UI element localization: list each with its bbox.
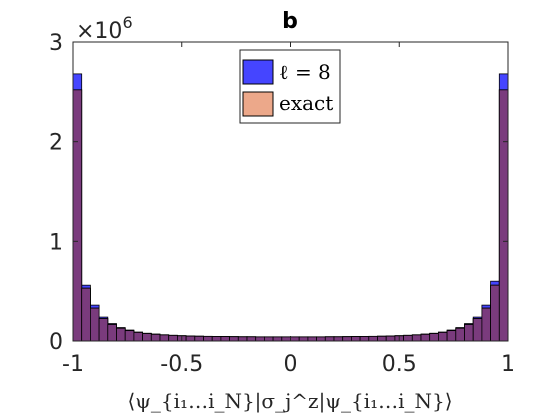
bar-overlap [150,333,161,342]
bar-overlap [255,336,265,342]
bar-overlap [333,336,344,342]
bar-overlap [464,324,474,342]
legend-label-exact: exact [279,91,333,115]
bar-overlap [124,330,135,342]
bar-overlap [498,89,509,342]
bar-overlap [342,336,352,342]
bar-overlap [403,335,413,342]
y-tick-label: 3 [49,31,63,56]
bar-overlap [307,336,317,342]
bar-overlap [316,336,326,342]
chart-title: b [282,9,298,34]
bar-overlap [194,335,204,342]
bar-overlap [481,307,491,342]
bar-overlap [368,336,378,342]
bar-overlap [220,336,230,342]
bar-overlap [142,333,152,342]
x-tick-label: -0.5 [160,352,203,377]
bar-overlap [385,335,396,342]
y-multiplier-base: ×10 [76,19,122,44]
bar-overlap [290,336,300,342]
bar-overlap [350,336,361,342]
bar-overlap [237,336,248,342]
bar-overlap [168,335,178,342]
bar-overlap [455,327,465,342]
bar-overlap [211,336,222,342]
bar-overlap [437,332,448,342]
bar-overlap [411,334,422,342]
legend: ℓ = 8 exact [239,49,341,124]
bar-overlap [116,327,126,342]
bar-overlap [377,335,387,342]
bar-overlap [185,335,196,342]
y-multiplier-exponent: 6 [122,13,132,32]
bar-overlap [490,284,500,342]
bar-overlap [324,336,335,342]
bar-overlap [446,330,457,342]
legend-swatch-ell8 [242,59,274,85]
x-tick-label: 1 [501,352,515,377]
legend-swatch-exact [242,91,274,117]
x-tick-label: 0 [284,352,298,377]
bar-overlap [246,336,257,342]
bar-overlap [420,333,431,342]
x-axis-label: ⟨ψ_{i₁…i_N}|σ_j^z|ψ_{i₁…i_N}⟩ [127,389,452,414]
bar-overlap [133,332,143,342]
bar-overlap [90,307,100,342]
y-tick-label: 2 [49,131,63,156]
bar-overlap [203,336,213,342]
y-tick-label: 0 [49,330,63,355]
bar-overlap [263,336,274,342]
x-tick-label: -1 [62,352,84,377]
bar-overlap [229,336,239,342]
bar-overlap [159,334,170,342]
bar-overlap [429,333,439,342]
bar-overlap [107,324,117,342]
bar-overlap [281,336,291,342]
bar-overlap [72,89,83,342]
y-tick-label: 1 [49,230,63,255]
legend-label-ell8: ℓ = 8 [279,60,331,84]
bar-overlap [298,336,309,342]
y-multiplier-label: ×106 [76,13,133,44]
tick-labels: -1 -0.5 0 0.5 1 0 1 2 3 [49,31,515,377]
bar-overlap [359,336,370,342]
bar-overlap [81,287,91,342]
axes [72,41,509,342]
bar-overlap [98,318,109,342]
x-tick-label: 0.5 [382,352,417,377]
bar-overlap [272,336,283,342]
bar-overlap [472,318,483,342]
